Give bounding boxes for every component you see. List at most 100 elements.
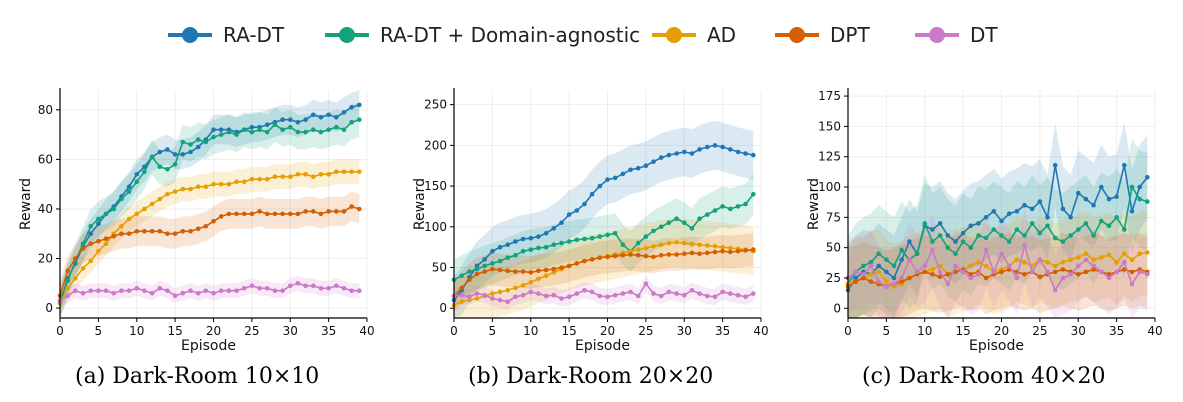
data-point bbox=[899, 275, 904, 281]
data-point bbox=[126, 189, 132, 194]
data-point bbox=[1099, 269, 1104, 275]
data-point bbox=[635, 247, 641, 252]
data-point bbox=[651, 228, 656, 234]
data-point bbox=[1129, 209, 1135, 214]
data-point bbox=[1137, 251, 1142, 256]
data-point bbox=[257, 127, 262, 132]
data-point bbox=[188, 229, 193, 234]
data-point bbox=[80, 246, 86, 251]
data-point bbox=[520, 283, 526, 288]
data-point bbox=[937, 269, 943, 275]
data-point bbox=[536, 234, 541, 239]
data-point bbox=[1045, 259, 1050, 265]
chart-2: 0 5 10 15 20 25 30 35 40 0 25 50 75 100 125 150 175 Episo… bbox=[806, 88, 1163, 354]
data-point bbox=[264, 122, 270, 127]
data-point bbox=[303, 172, 308, 177]
data-point bbox=[551, 266, 557, 272]
data-point bbox=[1068, 257, 1073, 263]
data-point bbox=[241, 286, 247, 291]
data-point bbox=[937, 221, 943, 226]
data-point bbox=[1052, 235, 1058, 241]
data-point bbox=[1068, 233, 1073, 238]
data-point bbox=[643, 234, 649, 239]
data-point bbox=[96, 288, 101, 293]
data-point bbox=[303, 283, 308, 289]
data-point bbox=[876, 279, 881, 284]
data-point bbox=[467, 294, 472, 300]
data-point bbox=[976, 259, 981, 265]
data-point bbox=[226, 129, 232, 135]
data-point bbox=[172, 189, 178, 194]
series-line-3 bbox=[59, 205, 360, 296]
data-point bbox=[945, 245, 951, 250]
data-point bbox=[311, 174, 316, 179]
data-point bbox=[712, 208, 718, 213]
legend-label: DPT bbox=[830, 23, 870, 47]
y-tick-label: 25 bbox=[826, 271, 841, 285]
data-point bbox=[543, 231, 549, 236]
y-tick-label: 100 bbox=[818, 180, 841, 194]
data-point bbox=[1106, 252, 1112, 258]
legend-item-0: RA-DT bbox=[168, 23, 285, 47]
data-point bbox=[720, 248, 725, 254]
data-point bbox=[720, 144, 725, 150]
data-point bbox=[658, 253, 664, 258]
data-point bbox=[612, 292, 618, 298]
data-point bbox=[165, 191, 170, 197]
data-point bbox=[712, 244, 718, 249]
data-point bbox=[1114, 194, 1119, 199]
data-point bbox=[334, 124, 339, 130]
data-point bbox=[884, 284, 889, 289]
data-point bbox=[605, 232, 610, 238]
data-point bbox=[203, 139, 209, 145]
data-point bbox=[861, 272, 866, 277]
data-point bbox=[505, 255, 511, 260]
data-point bbox=[303, 209, 308, 214]
data-point bbox=[735, 292, 741, 298]
series-markers-1 bbox=[57, 117, 362, 303]
data-point bbox=[172, 162, 178, 167]
data-point bbox=[751, 291, 756, 296]
data-point bbox=[891, 263, 897, 269]
data-point bbox=[241, 211, 247, 217]
data-point bbox=[326, 127, 331, 132]
data-point bbox=[1129, 257, 1135, 263]
caption-b: (b) Dark-Room 20×20 bbox=[468, 364, 714, 389]
data-point bbox=[968, 272, 974, 277]
data-point bbox=[628, 248, 633, 254]
x-tick-label: 0 bbox=[56, 324, 64, 338]
data-point bbox=[188, 288, 193, 293]
data-point bbox=[357, 169, 362, 175]
data-point bbox=[357, 206, 362, 212]
x-tick-label: 5 bbox=[883, 324, 891, 338]
data-point bbox=[218, 214, 224, 219]
data-point bbox=[689, 250, 695, 256]
data-point bbox=[658, 224, 664, 230]
data-point bbox=[876, 263, 881, 269]
data-point bbox=[551, 270, 557, 275]
data-point bbox=[134, 172, 140, 177]
series-line-4 bbox=[453, 282, 754, 303]
data-point bbox=[474, 296, 480, 301]
data-point bbox=[574, 291, 580, 296]
grid bbox=[453, 90, 762, 318]
data-point bbox=[658, 293, 664, 299]
data-point bbox=[612, 175, 618, 181]
data-point bbox=[218, 181, 224, 187]
legend-label: DT bbox=[970, 23, 998, 47]
data-point bbox=[551, 226, 557, 231]
data-point bbox=[80, 241, 86, 246]
data-point bbox=[249, 283, 255, 289]
data-point bbox=[111, 233, 116, 239]
y-tick-label: 20 bbox=[38, 252, 53, 266]
data-point bbox=[505, 268, 511, 274]
legend-label: AD bbox=[707, 23, 736, 47]
data-point bbox=[126, 231, 132, 236]
data-point bbox=[195, 226, 201, 232]
x-tick-label: 40 bbox=[1147, 324, 1162, 338]
charts: 0 5 10 15 20 25 30 35 40 0 20 40 60 80 Episode Reward 0 5… bbox=[18, 88, 1163, 354]
data-point bbox=[474, 266, 480, 272]
data-point bbox=[666, 220, 672, 225]
data-point bbox=[674, 252, 679, 257]
band-4 bbox=[454, 275, 754, 310]
